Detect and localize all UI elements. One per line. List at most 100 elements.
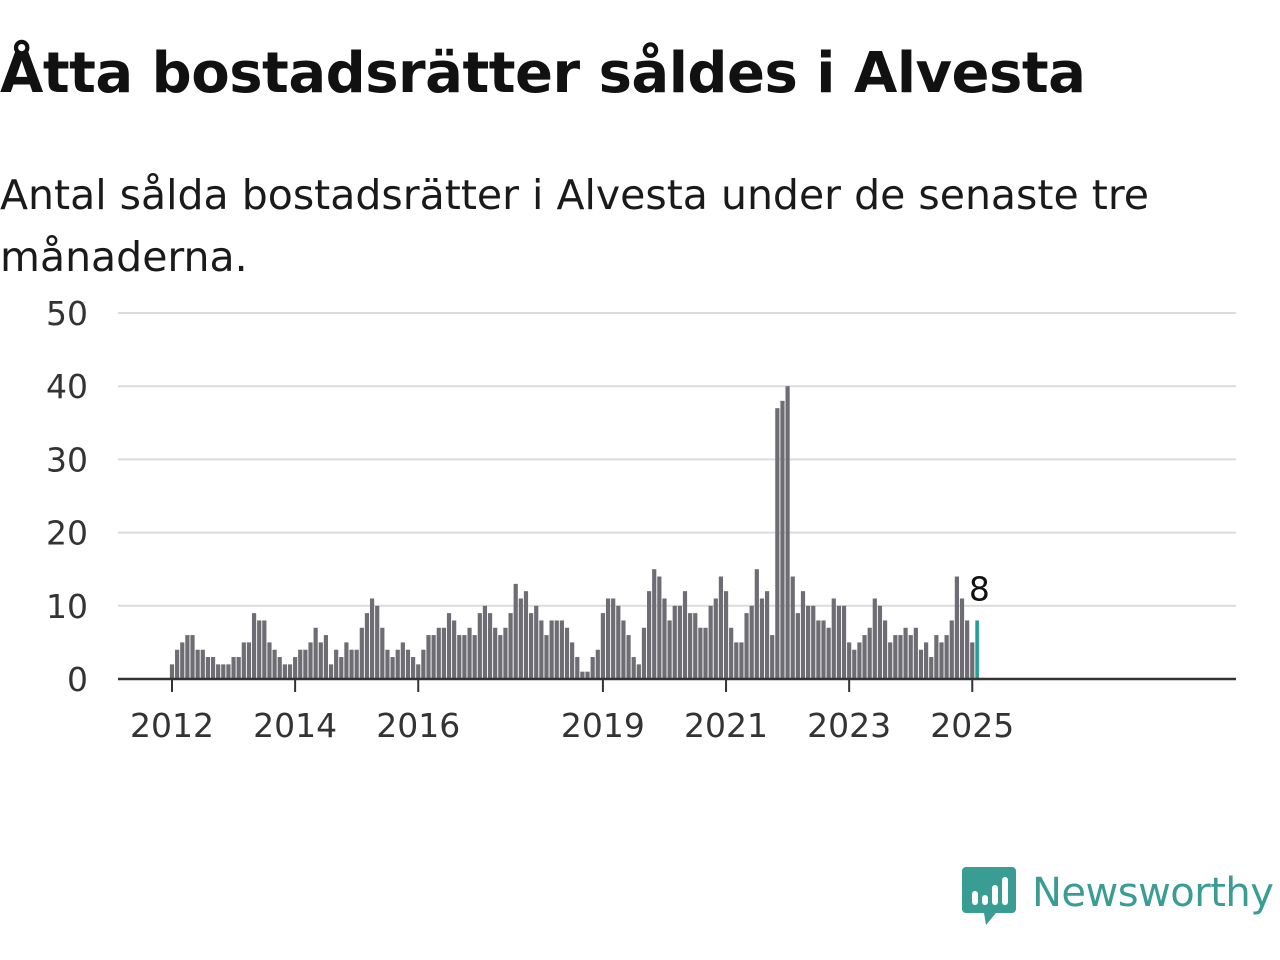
newsworthy-logo-icon xyxy=(962,867,1016,925)
bar xyxy=(518,598,523,679)
grid-lines xyxy=(118,312,1236,607)
bar xyxy=(262,620,267,679)
bar xyxy=(308,642,313,679)
bar xyxy=(621,620,626,679)
bar xyxy=(503,627,508,679)
bar xyxy=(744,613,749,679)
bar xyxy=(180,642,185,679)
bar xyxy=(190,635,195,679)
bar xyxy=(380,627,385,679)
bar xyxy=(893,635,898,679)
bar xyxy=(436,627,441,679)
bar xyxy=(344,642,349,679)
bar xyxy=(364,613,370,679)
y-tick-label: 40 xyxy=(46,367,88,406)
bar xyxy=(251,613,257,679)
bar xyxy=(185,635,190,679)
bar xyxy=(764,591,770,679)
bar xyxy=(216,664,221,679)
bar xyxy=(477,613,482,679)
bar xyxy=(677,605,682,679)
bar xyxy=(385,649,390,679)
bar xyxy=(210,657,216,679)
x-tick-label: 2025 xyxy=(930,706,1014,745)
bar xyxy=(631,657,636,679)
x-tick-label: 2019 xyxy=(561,706,645,745)
bar xyxy=(831,598,836,679)
newsworthy-logo[interactable]: Newsworthy xyxy=(962,864,1274,928)
bar xyxy=(934,635,939,679)
bar xyxy=(954,576,959,679)
bar xyxy=(446,613,452,679)
bar xyxy=(564,627,570,679)
x-tick-label: 2021 xyxy=(684,706,768,745)
bar-latest xyxy=(975,620,979,679)
bar xyxy=(616,605,621,679)
bar xyxy=(821,620,826,679)
bar xyxy=(688,613,693,679)
bar xyxy=(913,627,918,679)
bar xyxy=(811,605,816,679)
bar xyxy=(390,657,395,679)
bar xyxy=(770,635,775,679)
bar xyxy=(559,620,564,679)
bar xyxy=(175,649,180,679)
bar xyxy=(790,576,795,679)
x-tick-label: 2014 xyxy=(253,706,337,745)
bar xyxy=(723,591,729,679)
bar xyxy=(780,400,785,679)
bar xyxy=(431,635,436,679)
bar xyxy=(708,605,713,679)
x-axis xyxy=(118,677,1236,692)
bar xyxy=(462,635,467,679)
bar xyxy=(508,613,513,679)
bar xyxy=(857,642,862,679)
bar xyxy=(457,635,462,679)
bar xyxy=(867,627,872,679)
bar xyxy=(339,657,344,679)
bars xyxy=(169,386,979,679)
bar xyxy=(231,657,236,679)
bar xyxy=(580,671,585,679)
bar xyxy=(667,620,672,679)
bar xyxy=(862,635,867,679)
bar xyxy=(713,598,718,679)
brand-name: Newsworthy xyxy=(1032,870,1274,916)
annotations: 8 xyxy=(969,569,990,608)
bar xyxy=(493,627,498,679)
bar xyxy=(872,598,877,679)
chart-title: Åtta bostadsrätter såldes i Alvesta xyxy=(0,41,1086,106)
bar xyxy=(970,642,975,679)
bar xyxy=(287,664,293,679)
bar xyxy=(354,649,359,679)
bar xyxy=(898,635,903,679)
bar xyxy=(718,576,724,679)
bar xyxy=(267,642,272,679)
bar xyxy=(826,627,831,679)
bar xyxy=(882,620,888,679)
bar xyxy=(841,605,847,679)
bar xyxy=(411,657,416,679)
bar xyxy=(405,649,411,679)
bar xyxy=(318,642,323,679)
bar xyxy=(652,569,657,679)
bar xyxy=(349,649,354,679)
x-tick-label: 2012 xyxy=(130,706,214,745)
bar xyxy=(169,664,175,679)
bar xyxy=(754,569,759,679)
bar xyxy=(272,649,277,679)
bar xyxy=(965,620,970,679)
bar xyxy=(836,605,841,679)
bar xyxy=(426,635,431,679)
bar xyxy=(959,598,965,679)
bar xyxy=(513,583,518,679)
bar xyxy=(939,642,944,679)
latest-value-label: 8 xyxy=(969,569,990,608)
bar xyxy=(908,635,913,679)
bar xyxy=(416,664,421,679)
bar xyxy=(806,605,811,679)
bar xyxy=(657,576,662,679)
bar xyxy=(534,605,539,679)
bar xyxy=(785,386,790,679)
